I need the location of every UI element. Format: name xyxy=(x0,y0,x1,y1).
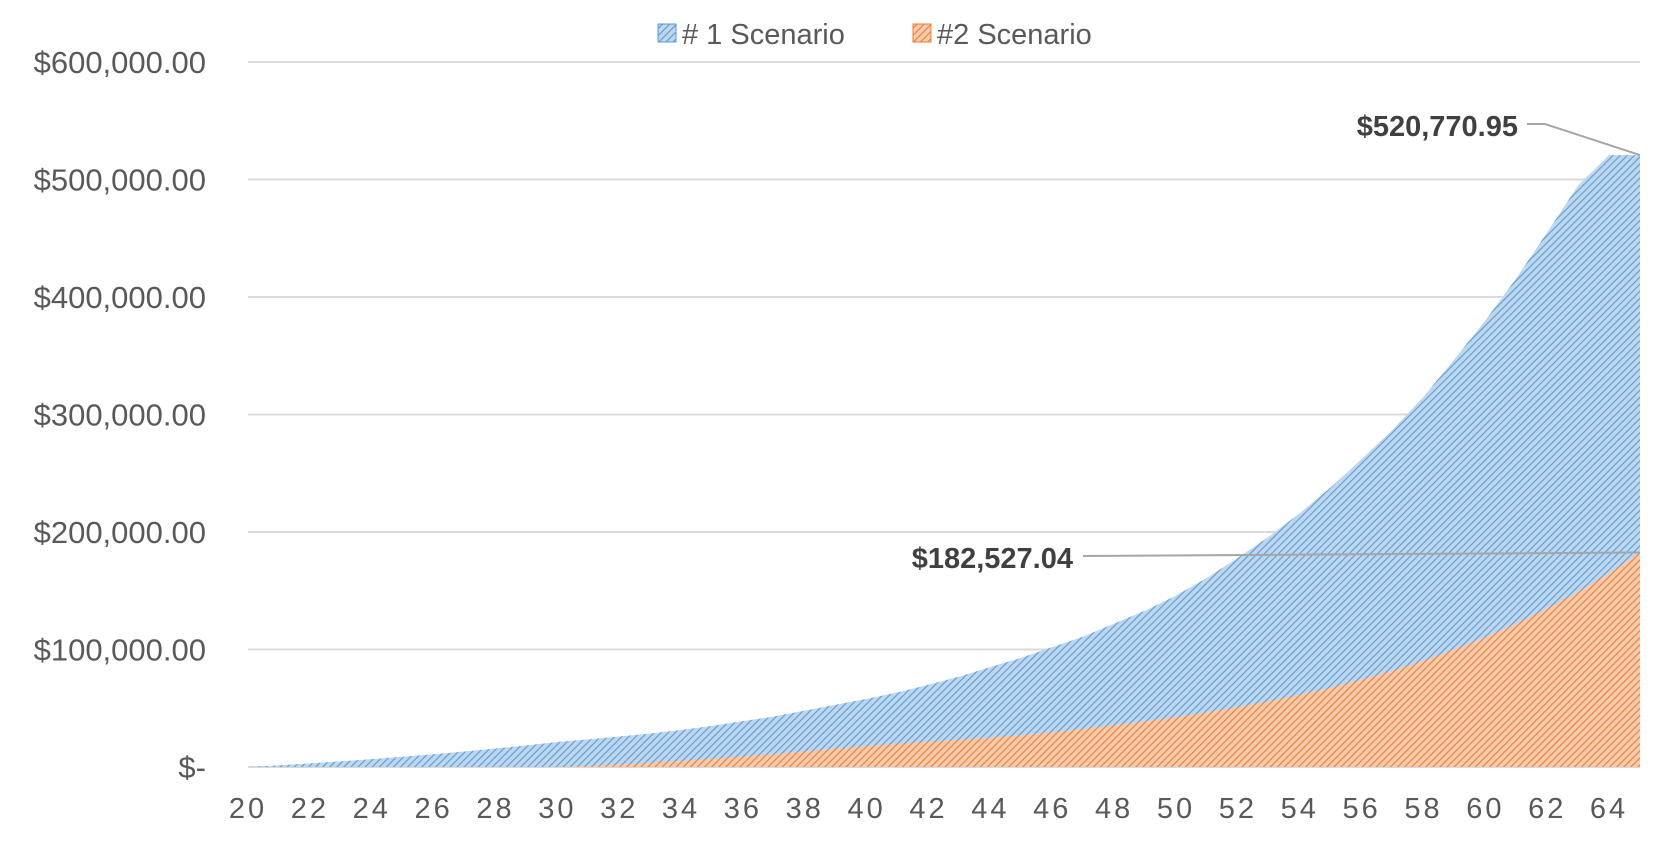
y-tick-label: $- xyxy=(178,750,206,785)
x-tick-label: 56 xyxy=(1342,793,1380,825)
y-tick-label: $200,000.00 xyxy=(34,515,206,550)
x-tick-label: 36 xyxy=(724,793,762,825)
gridlines xyxy=(248,61,1640,768)
x-tick-label: 34 xyxy=(662,793,700,825)
legend-label-scenario-2: #2 Scenario xyxy=(937,19,1092,51)
x-tick-label: 20 xyxy=(229,793,267,825)
x-tick-label: 48 xyxy=(1095,793,1133,825)
x-tick-label: 42 xyxy=(909,793,947,825)
y-tick-label: $100,000.00 xyxy=(34,633,206,668)
data-callouts: $520,770.95 $182,527.04 xyxy=(912,111,1641,575)
x-tick-label: 38 xyxy=(786,793,824,825)
x-tick-label: 28 xyxy=(476,793,514,825)
area-scenario-1 xyxy=(248,155,1640,768)
y-tick-label: $300,000.00 xyxy=(34,398,206,433)
x-tick-label: 64 xyxy=(1590,793,1628,825)
data-label: $182,527.04 xyxy=(912,543,1073,575)
legend: # 1 Scenario #2 Scenario xyxy=(657,19,1092,51)
x-tick-label: 50 xyxy=(1157,793,1195,825)
x-tick-label: 62 xyxy=(1528,793,1566,825)
x-tick-label: 60 xyxy=(1466,793,1504,825)
x-tick-label: 58 xyxy=(1404,793,1442,825)
y-tick-label: $400,000.00 xyxy=(34,280,206,315)
x-tick-label: 30 xyxy=(538,793,576,825)
area-scenario-2 xyxy=(248,552,1640,767)
x-tick-label: 46 xyxy=(1033,793,1071,825)
callout-leader-line xyxy=(1527,123,1641,157)
x-tick-label: 40 xyxy=(848,793,886,825)
series-areas xyxy=(248,155,1640,768)
x-tick-label: 52 xyxy=(1219,793,1257,825)
legend-label-scenario-1: # 1 Scenario xyxy=(682,19,845,51)
y-axis-ticks: $- $100,000.00 $200,000.00 $300,000.00 $400,… xyxy=(34,45,206,785)
x-tick-label: 26 xyxy=(414,793,452,825)
callout-leader-line xyxy=(1082,551,1641,557)
x-tick-label: 44 xyxy=(971,793,1009,825)
x-tick-label: 54 xyxy=(1281,793,1319,825)
legend-swatch-scenario-2 xyxy=(912,23,932,43)
legend-swatch-scenario-1 xyxy=(657,23,677,43)
x-axis-ticks: 20 22 24 26 28 30 32 34 36 38 40 42 44 46 48 50 52 54 56 58… xyxy=(229,793,1628,825)
x-tick-label: 32 xyxy=(600,793,638,825)
y-tick-label: $500,000.00 xyxy=(34,163,206,198)
x-tick-label: 24 xyxy=(353,793,391,825)
y-tick-label: $600,000.00 xyxy=(34,45,206,80)
data-label: $520,770.95 xyxy=(1357,111,1518,143)
x-tick-label: 22 xyxy=(291,793,329,825)
